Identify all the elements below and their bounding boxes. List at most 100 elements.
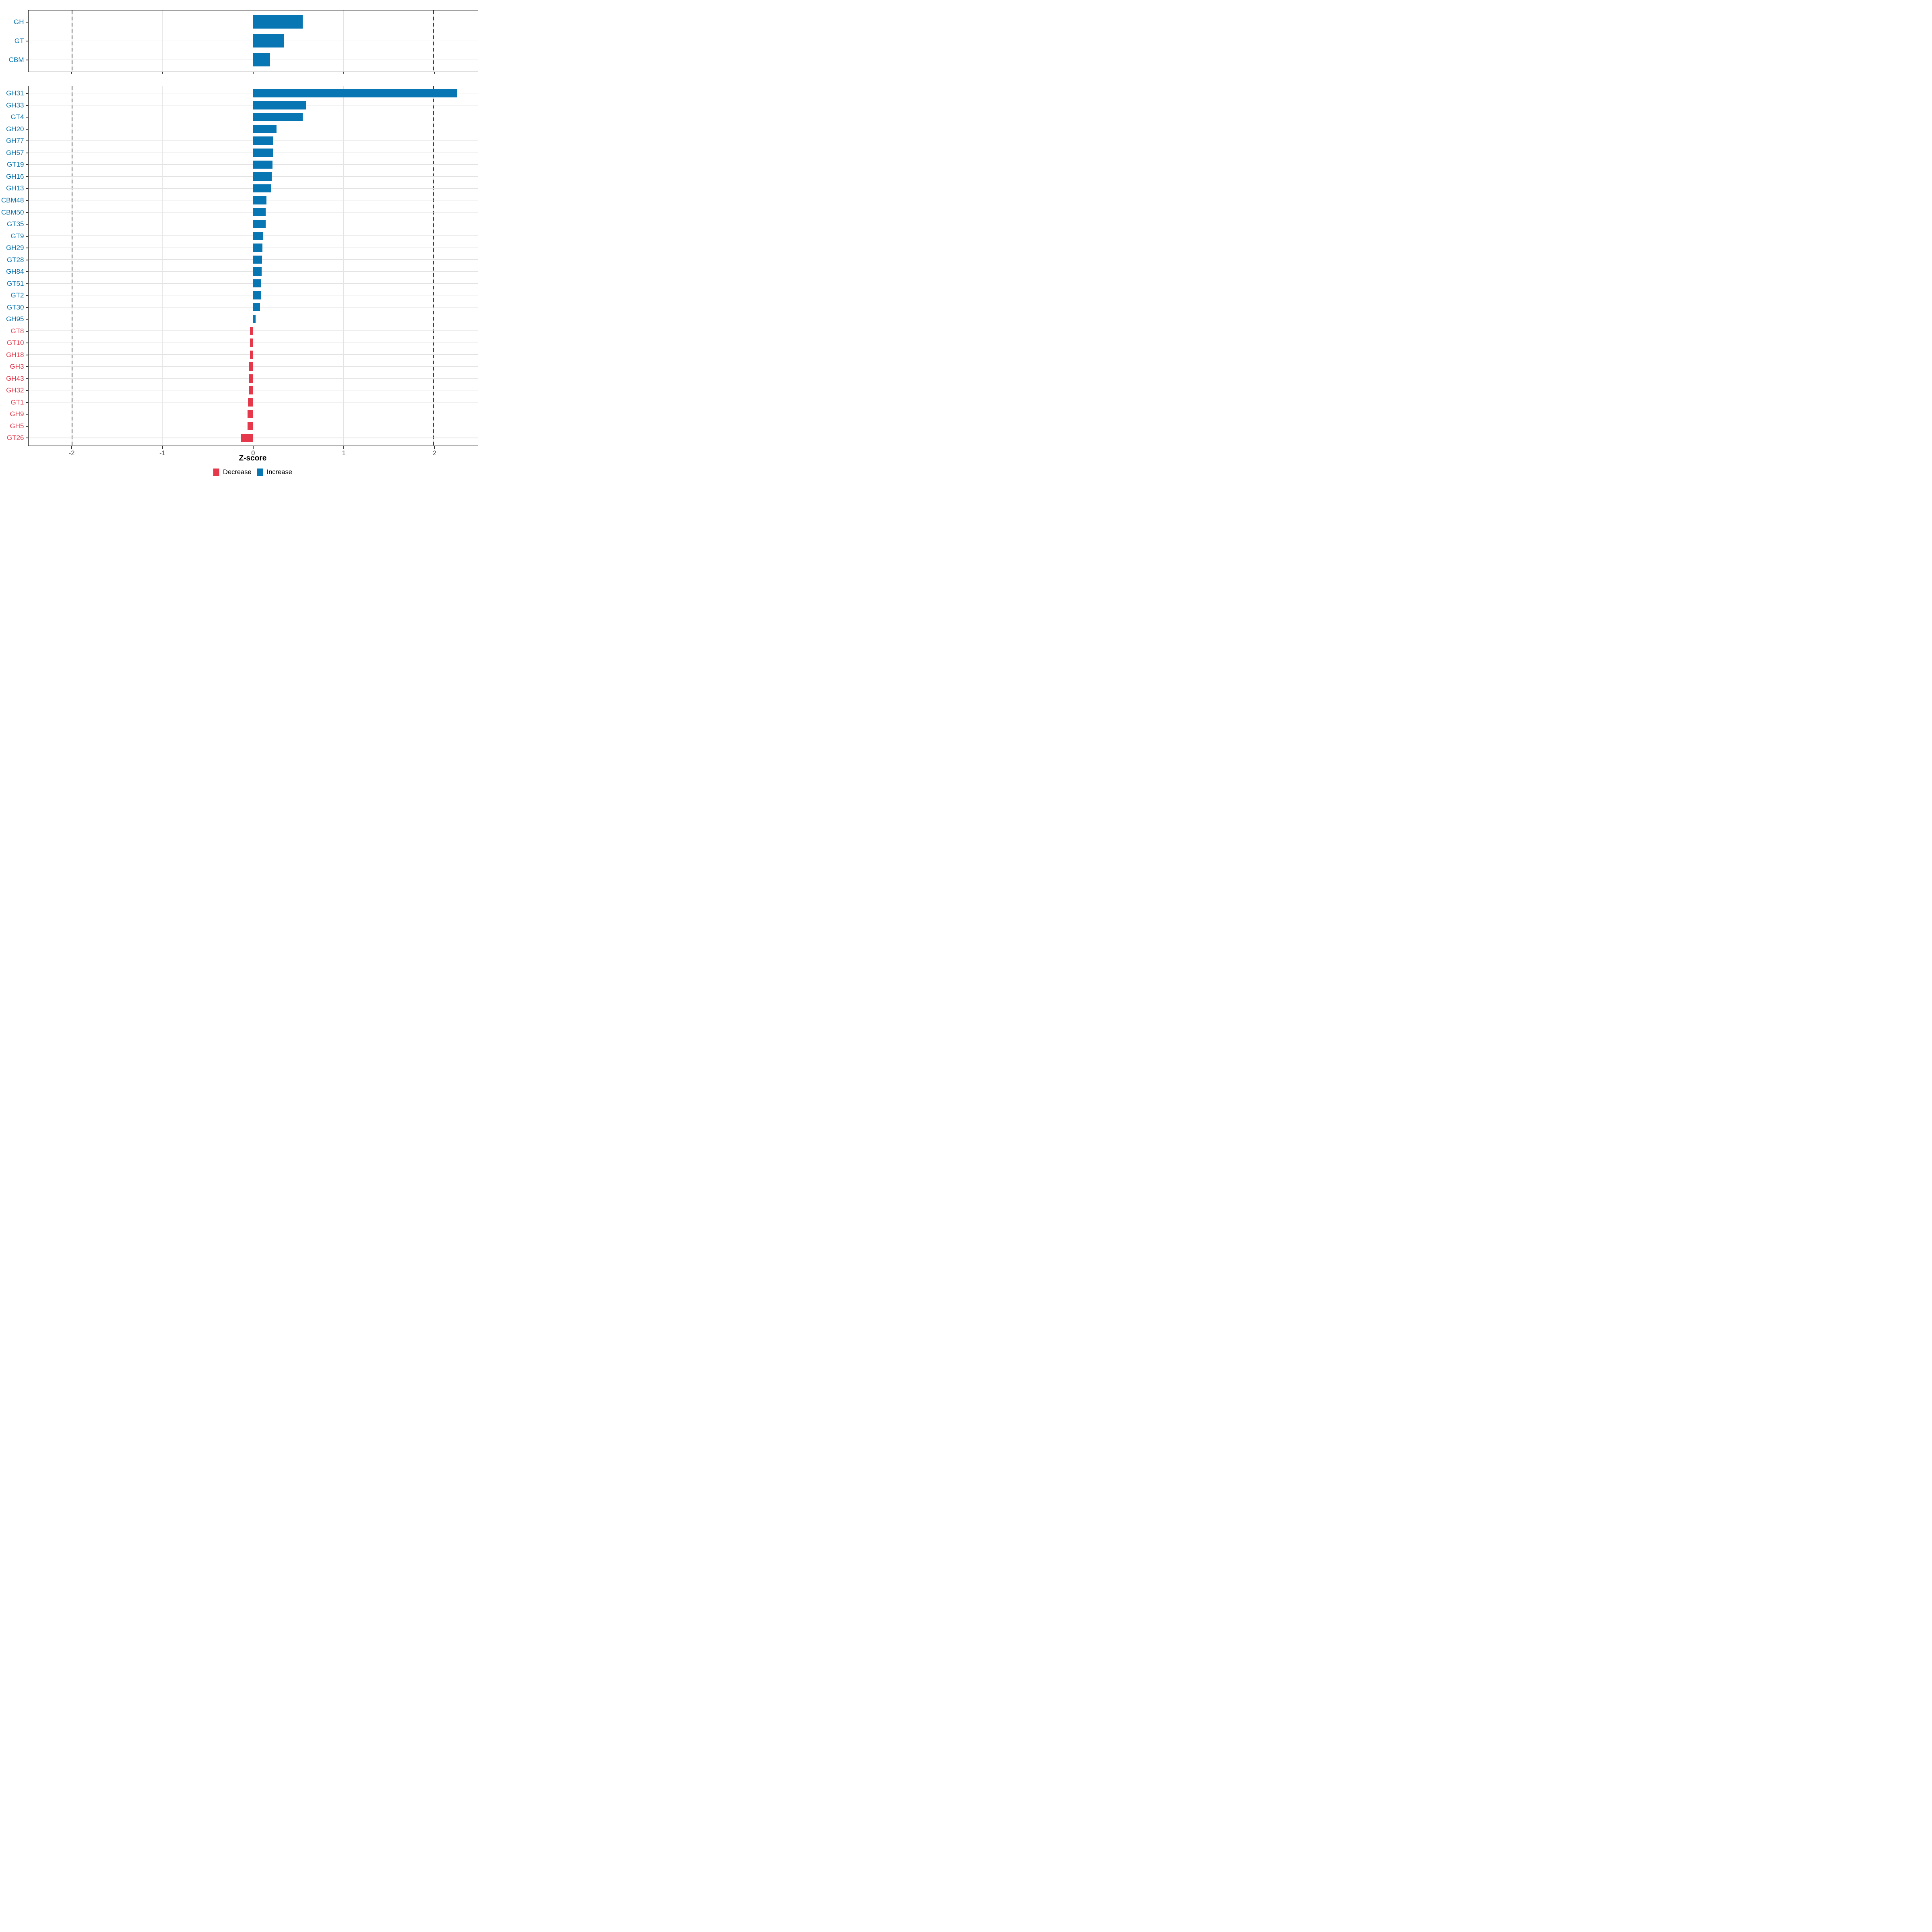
bar-GT30 — [253, 303, 260, 312]
category-label-GT1: GT1 — [10, 398, 24, 406]
category-label-GH32: GH32 — [6, 386, 24, 394]
bar-GT26 — [240, 433, 253, 442]
bar-GT19 — [253, 160, 272, 169]
x-axis-tick-label-2: 2 — [433, 449, 437, 457]
category-tick-GH9 — [26, 414, 28, 415]
category-label-GT28: GT28 — [6, 256, 24, 264]
bar-GH29 — [253, 244, 263, 252]
bar-GH18 — [250, 350, 253, 359]
category-tick-GT35 — [26, 224, 28, 225]
category-tick-GH13 — [26, 188, 28, 189]
category-tick-GT1 — [26, 402, 28, 403]
bar-GT28 — [253, 255, 262, 264]
bar-GT51 — [253, 279, 261, 288]
bar-GT9 — [253, 231, 263, 240]
bar-GH43 — [249, 374, 253, 383]
category-label-GT26: GT26 — [6, 434, 24, 442]
bar-GT10 — [250, 339, 253, 347]
category-label-GT9: GT9 — [10, 232, 24, 240]
category-label-GH31: GH31 — [6, 89, 24, 97]
x-axis-tick-0-top-panel — [252, 72, 254, 74]
gridline-row-GH18 — [28, 354, 478, 355]
category-label-GH: GH — [14, 18, 24, 26]
bar-GH9 — [248, 410, 253, 419]
category-tick-CBM50 — [26, 212, 28, 213]
category-tick-GT19 — [26, 164, 28, 165]
bar-CBM50 — [253, 208, 266, 217]
category-tick-GH5 — [26, 425, 28, 427]
x-axis-tick--1 — [162, 446, 163, 449]
legend-label-increase: Increase — [266, 468, 292, 476]
dashed-refline--2 — [71, 86, 73, 446]
x-axis-title: Z-score — [239, 454, 267, 462]
category-label-GH3: GH3 — [10, 363, 24, 371]
bar-GH20 — [253, 124, 277, 133]
category-label-GT: GT — [14, 37, 24, 45]
category-label-CBM48: CBM48 — [1, 196, 24, 204]
x-axis-tick-0 — [252, 446, 254, 449]
category-tick-GH43 — [26, 378, 28, 379]
category-tick-GH32 — [26, 390, 28, 391]
cazyme-zscore-figure: Z-score Decrease Increase GH GT CBM GH31 GH33… — [0, 0, 483, 483]
category-label-GT4: GT4 — [10, 113, 24, 121]
category-tick-GH33 — [26, 105, 28, 106]
gridline-row-GH3 — [28, 366, 478, 367]
category-label-GH20: GH20 — [6, 125, 24, 133]
category-tick-GH95 — [26, 319, 28, 320]
panel-family-detail — [28, 86, 479, 446]
category-tick-GT9 — [26, 235, 28, 237]
category-label-GT51: GT51 — [6, 279, 24, 287]
category-tick-GH77 — [26, 140, 28, 142]
bar-GT35 — [253, 220, 266, 228]
x-axis-tick--2 — [71, 446, 72, 449]
gridline-x--1 — [162, 86, 163, 446]
category-label-GT35: GT35 — [6, 220, 24, 228]
bar-GH84 — [253, 267, 262, 276]
legend-swatch-decrease — [213, 468, 220, 476]
category-label-CBM: CBM — [8, 56, 24, 64]
bar-GH5 — [248, 421, 253, 430]
category-tick-GH31 — [26, 93, 28, 94]
x-axis-tick--2-top-panel — [71, 72, 72, 74]
bar-GH31 — [253, 89, 458, 98]
category-label-GT2: GT2 — [10, 291, 24, 299]
x-axis-tick-label-1: 1 — [342, 449, 346, 457]
legend-label-decrease: Decrease — [223, 468, 252, 476]
bar-GH95 — [253, 315, 256, 323]
category-tick-CBM48 — [26, 200, 28, 201]
legend-item-increase: Increase — [257, 468, 292, 476]
bar-CBM — [253, 53, 270, 67]
x-axis-tick-1-top-panel — [343, 72, 345, 74]
x-axis-tick-2-top-panel — [434, 72, 435, 74]
category-label-GT30: GT30 — [6, 303, 24, 311]
category-tick-GT8 — [26, 330, 28, 332]
category-label-CBM50: CBM50 — [1, 208, 24, 216]
category-label-GT8: GT8 — [10, 327, 24, 335]
x-axis-tick-label-0: 0 — [251, 449, 255, 457]
category-label-GH16: GH16 — [6, 172, 24, 180]
legend: Decrease Increase — [121, 467, 385, 477]
category-label-GH43: GH43 — [6, 374, 24, 382]
x-axis-tick-label--1: -1 — [159, 449, 165, 457]
category-tick-GH20 — [26, 128, 28, 130]
bar-GH16 — [253, 172, 272, 181]
bar-GH57 — [253, 148, 273, 157]
x-axis-tick--1-top-panel — [162, 72, 163, 74]
bar-GH — [253, 15, 303, 29]
x-axis-tick-label--2: -2 — [68, 449, 75, 457]
category-label-GH95: GH95 — [6, 315, 24, 323]
category-label-GT10: GT10 — [6, 339, 24, 347]
bar-GH33 — [253, 101, 306, 109]
category-label-GH57: GH57 — [6, 149, 24, 157]
category-label-GH33: GH33 — [6, 101, 24, 109]
category-label-GH77: GH77 — [6, 137, 24, 145]
gridline-row-GT8 — [28, 330, 478, 331]
category-tick-GH3 — [26, 366, 28, 367]
category-tick-GH84 — [26, 271, 28, 272]
category-label-GH5: GH5 — [10, 422, 24, 430]
x-axis-tick-1 — [343, 446, 345, 449]
category-label-GH13: GH13 — [6, 184, 24, 192]
category-label-GH84: GH84 — [6, 268, 24, 276]
bar-GH77 — [253, 136, 273, 145]
panel-class-summary — [28, 10, 479, 72]
